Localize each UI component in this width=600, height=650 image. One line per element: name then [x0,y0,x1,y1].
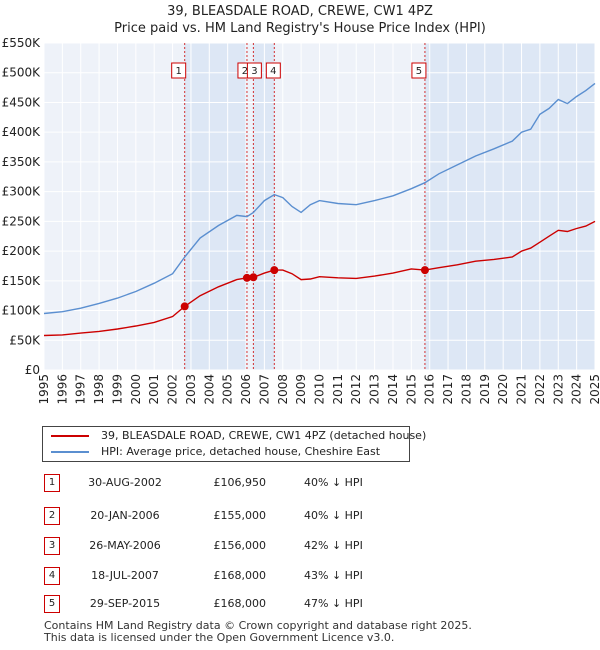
x-tick-label: 2025 [588,374,600,405]
sale-hpi-diff: 47% ↓ HPI [304,597,363,610]
y-tick-label: £150K [2,274,42,288]
sale-number-badge: 3 [44,537,60,555]
chart-subtitle: Price paid vs. HM Land Registry's House … [114,21,486,36]
sale-number-badge: 2 [44,507,60,525]
sale-price: £155,000 [213,509,267,522]
sale-2-label: 2 [242,66,248,77]
x-tick-label: 2017 [441,374,455,405]
y-tick-label: £100K [2,304,42,318]
x-tick-label: 1999 [111,374,125,405]
sale-3-label-box [246,62,262,79]
sale-price: £168,000 [213,569,267,582]
x-tick-label: 2020 [496,374,510,405]
sale-4-label: 4 [270,66,276,77]
x-tick-label: 2002 [166,374,180,405]
sale-row: 3 26-MAY-2006 £156,000 42% ↓ HPI [0,537,600,557]
x-tick-label: 2023 [551,374,565,405]
x-tick-label: 2004 [202,374,216,405]
sale-date: 30-AUG-2002 [88,476,162,489]
x-tick-label: 2014 [386,374,400,405]
x-tick-label: 2000 [129,374,143,405]
x-tick-label: 2006 [239,374,253,405]
footer-licence: This data is licensed under the Open Gov… [44,631,395,644]
x-tick-label: 1996 [55,374,69,405]
sale-price: £106,950 [213,476,267,489]
x-tick-label: 2003 [184,374,198,405]
y-tick-label: £550K [2,36,42,50]
x-tick-label: 2007 [257,374,271,405]
x-tick-label: 2016 [423,374,437,405]
hpi-line [43,82,596,315]
sale-price: £156,000 [213,539,267,552]
x-tick-label: 2011 [331,374,345,405]
x-tick-label: 1995 [37,374,51,405]
legend: 39, BLEASDALE ROAD, CREWE, CW1 4PZ (deta… [42,426,426,462]
sale-row: 1 30-AUG-2002 £106,950 40% ↓ HPI [0,474,600,494]
legend-label-property: 39, BLEASDALE ROAD, CREWE, CW1 4PZ (deta… [101,429,427,442]
x-tick-label: 1998 [92,374,106,405]
x-tick-label: 2013 [368,374,382,405]
sale-row: 2 20-JAN-2006 £155,000 40% ↓ HPI [0,507,600,527]
x-tick-label: 2019 [478,374,492,405]
sale-row: 5 29-SEP-2015 £168,000 47% ↓ HPI [0,595,600,615]
legend-label-hpi: HPI: Average price, detached house, Ches… [101,445,381,458]
y-tick-label: £500K [2,66,42,80]
sale-4-label-box [265,62,281,79]
sale-number-badge: 5 [44,595,60,613]
sale-1-label: 1 [176,66,182,77]
sale-number-badge: 1 [44,474,60,492]
shaded-ownership-band [253,43,275,370]
x-tick-label: 2022 [533,374,547,405]
y-tick-label: £350K [2,155,42,169]
footer-copyright: Contains HM Land Registry data © Crown c… [44,619,472,632]
x-tick-label: 2021 [515,374,529,405]
sale-3-marker [249,273,258,282]
x-tick-label: 1997 [74,374,88,405]
sale-row: 4 18-JUL-2007 £168,000 43% ↓ HPI [0,567,600,587]
shaded-ownership-band [424,43,595,370]
y-tick-label: £450K [2,95,42,109]
x-tick-label: 2009 [294,374,308,405]
y-tick-label: £250K [2,214,42,228]
sale-hpi-diff: 40% ↓ HPI [304,476,363,489]
sale-date: 18-JUL-2007 [91,569,159,582]
y-tick-label: £0 [25,363,40,377]
x-tick-label: 2010 [313,374,327,405]
hpi-line-swatch [51,451,89,453]
chart-title: 39, BLEASDALE ROAD, CREWE, CW1 4PZ [167,4,433,19]
y-tick-label: £200K [2,244,42,258]
x-tick-label: 2001 [147,374,161,405]
sale-hpi-diff: 42% ↓ HPI [304,539,363,552]
y-tick-label: £50K [9,333,41,347]
sale-number-badge: 4 [44,567,60,585]
x-tick-label: 2018 [459,374,473,405]
sale-4-marker [270,266,279,275]
sale-5-marker [420,266,429,275]
x-tick-label: 2015 [404,374,418,405]
sale-3-label: 3 [251,66,257,77]
y-tick-label: £400K [2,125,42,139]
x-tick-label: 2008 [276,374,290,405]
sale-1-label-box [171,62,187,79]
sale-hpi-diff: 40% ↓ HPI [304,509,363,522]
property-line-swatch [51,435,89,437]
sale-1-marker [180,302,189,311]
sale-hpi-diff: 43% ↓ HPI [304,569,363,582]
sale-5-label: 5 [416,66,422,77]
y-tick-label: £300K [2,185,42,199]
shaded-ownership-band [184,43,248,370]
sale-5-label-box [411,62,427,79]
sale-2-marker [242,273,251,282]
sale-date: 20-JAN-2006 [90,509,160,522]
x-tick-label: 2005 [221,374,235,405]
x-tick-label: 2012 [349,374,363,405]
property-price-line [43,220,596,337]
sale-price: £168,000 [213,597,267,610]
sale-date: 26-MAY-2006 [89,539,161,552]
x-tick-label: 2024 [570,374,584,405]
sale-date: 29-SEP-2015 [89,597,161,610]
